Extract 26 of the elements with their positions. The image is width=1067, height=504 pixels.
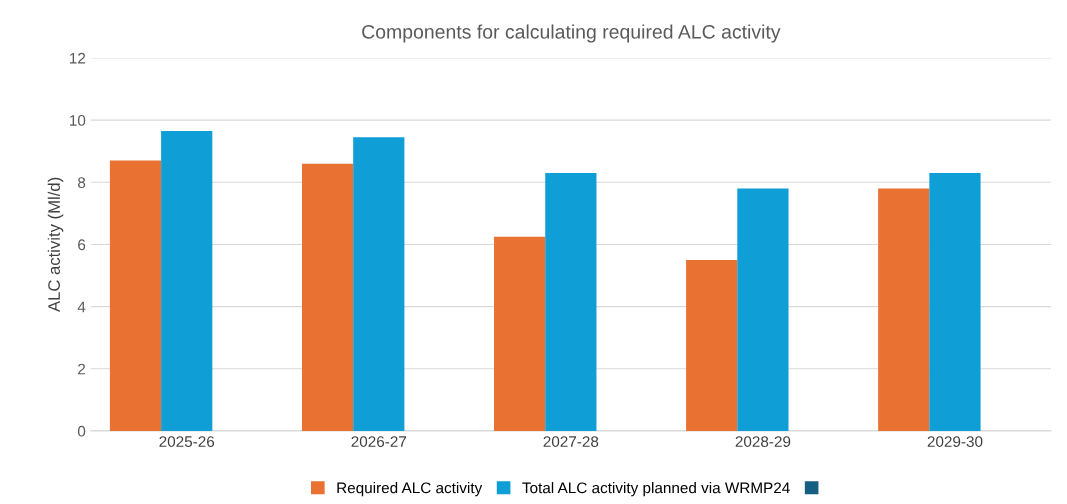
y-tick-label: 6	[78, 239, 86, 251]
x-tick-label: 2029-30	[927, 436, 983, 447]
y-tick-label: 2	[78, 363, 86, 375]
x-tick-label: 2025-26	[159, 436, 215, 447]
legend-label: Required ALC activity	[337, 482, 483, 497]
bar	[494, 236, 546, 431]
x-tick-label: 2028-29	[735, 436, 791, 447]
y-tick-label: 10	[70, 114, 86, 126]
bar	[878, 188, 930, 431]
bar	[686, 259, 738, 431]
bar	[929, 172, 981, 431]
bar	[545, 172, 597, 431]
bar	[301, 163, 354, 431]
x-tick-label: 2026-27	[351, 436, 407, 447]
bar	[161, 131, 213, 431]
y-axis-title: ALC activity (Ml/d)	[47, 177, 64, 313]
y-tick-label: 12	[70, 52, 86, 64]
legend-label: Total ALC activity planned via WRMP24	[522, 482, 790, 497]
y-tick-label: 8	[78, 177, 86, 188]
bar	[737, 188, 789, 431]
y-tick-label: 4	[77, 301, 86, 313]
y-tick-label: 0	[77, 425, 86, 437]
bar	[353, 137, 405, 431]
x-tick-label: 2027-28	[543, 436, 599, 447]
chart-title: Components for calculating required ALC activity	[362, 24, 781, 43]
bar	[109, 160, 162, 431]
